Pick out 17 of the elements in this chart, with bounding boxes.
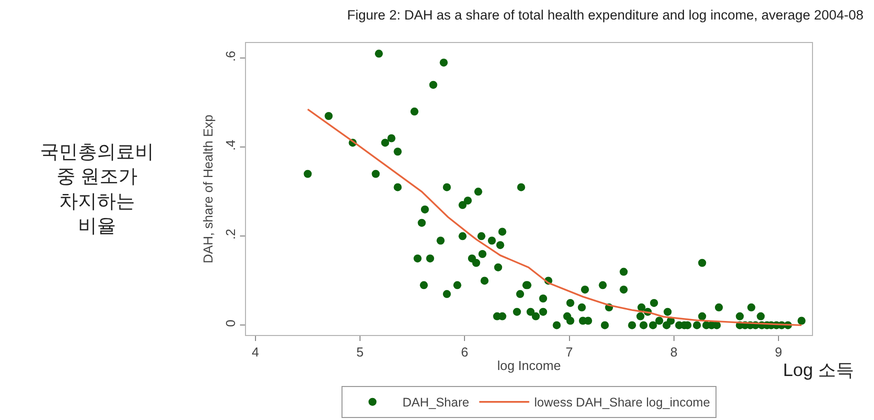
x-tick-label: 4 — [252, 344, 260, 360]
legend-label: DAH_Share — [402, 396, 470, 410]
legend-label: lowess DAH_Share log_income — [534, 396, 710, 410]
x-tick-label: 6 — [461, 344, 468, 360]
x-axis-title: log Income — [497, 358, 561, 374]
text: Log 소득 — [783, 360, 854, 380]
chart-title: Figure 2: DAH as a share of total health expenditure and log income, average 2004-08 — [347, 7, 864, 22]
y-axis-title: DAH, share of Health Exp — [200, 114, 216, 264]
x-tick-label: 9 — [774, 344, 782, 360]
x-tick-label: 7 — [566, 344, 573, 360]
y-tick-label: .6 — [222, 50, 238, 62]
text: 국민총의료비 중 원조가 차지하는 비율 — [40, 142, 154, 238]
y-tick-label: .2 — [222, 228, 238, 240]
x-tick-label: 8 — [670, 344, 678, 360]
x-tick-label: 5 — [356, 344, 364, 360]
y-tick-label: 0 — [222, 320, 238, 327]
y-tick-label: .4 — [222, 140, 238, 151]
